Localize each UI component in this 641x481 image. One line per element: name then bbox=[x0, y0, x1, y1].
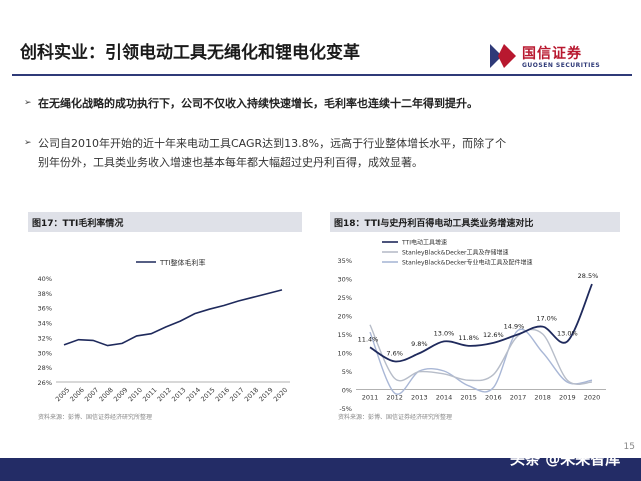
y-tick-label: 28% bbox=[38, 364, 52, 372]
y-tick-label: 38% bbox=[38, 290, 52, 298]
bullet-1-text: 在无绳化战略的成功执行下，公司不仅收入持续快速增长，毛利率也连续十二年得到提升。 bbox=[38, 97, 478, 110]
figure-17-panel: 图17：TTI毛利率情况 26% 28% 30% 32% 34% 36% 38% 40% 200… bbox=[28, 212, 302, 452]
data-label: 14.9% bbox=[504, 322, 525, 330]
legend-label: StanleyBlack&Decker工具及存储增速 bbox=[402, 249, 509, 257]
data-label: 12.6% bbox=[483, 331, 504, 339]
y-tick-label: 34% bbox=[38, 320, 52, 328]
x-tick-label: 2008 bbox=[98, 386, 115, 403]
title-divider bbox=[12, 74, 632, 76]
y-tick-label: 32% bbox=[38, 334, 52, 342]
footer-bar bbox=[0, 458, 641, 481]
y-tick-label: 30% bbox=[338, 276, 352, 284]
data-label: 13.0% bbox=[557, 329, 578, 337]
x-tick-label: 2011 bbox=[141, 386, 158, 403]
y-tick-label: 36% bbox=[38, 305, 52, 313]
x-tick-label: 2019 bbox=[257, 386, 274, 403]
x-tick-label: 2017 bbox=[510, 394, 527, 402]
legend-label: StanleyBlack&Decker专业电动工具及配件增速 bbox=[402, 259, 533, 267]
figure-18-source: 资料来源：彭博、国信证券经济研究所整理 bbox=[338, 414, 453, 421]
x-tick-label: 2012 bbox=[386, 394, 403, 402]
y-tick-label: 0% bbox=[342, 387, 352, 395]
x-tick-label: 2020 bbox=[584, 394, 601, 402]
company-logo: 国信证券 GUOSEN SECURITIES bbox=[488, 40, 628, 72]
x-tick-label: 2005 bbox=[54, 386, 71, 403]
x-tick-label: 2009 bbox=[112, 386, 129, 403]
figure-18-header: 图18：TTI与史丹利百得电动工具类业务增速对比 bbox=[330, 212, 620, 232]
x-tick-label: 2011 bbox=[362, 394, 379, 402]
bullet-2-line-1: 公司自2010年开始的近十年来电动工具CAGR达到13.8%，远高于行业整体增长… bbox=[38, 137, 507, 150]
data-label: 11.4% bbox=[358, 335, 379, 343]
figure-17-title: 图17：TTI毛利率情况 bbox=[32, 219, 124, 229]
y-tick-label: 30% bbox=[38, 349, 52, 357]
x-tick-label: 2013 bbox=[411, 394, 428, 402]
data-label: 9.8% bbox=[411, 340, 428, 348]
legend-label: TTI电动工具增速 bbox=[401, 239, 447, 247]
data-label: 11.8% bbox=[458, 334, 479, 342]
x-tick-label: 2012 bbox=[156, 386, 173, 403]
figure-17-source: 资料来源：彭博、国信证券经济研究所整理 bbox=[38, 414, 153, 421]
x-tick-label: 2006 bbox=[68, 386, 85, 403]
series-line-2 bbox=[369, 328, 593, 395]
x-tick-label: 2013 bbox=[170, 386, 187, 403]
x-tick-label: 2020 bbox=[272, 386, 289, 403]
y-tick-label: 40% bbox=[38, 275, 52, 283]
x-tick-label: 2018 bbox=[534, 394, 551, 402]
x-tick-label: 2015 bbox=[199, 386, 216, 403]
data-label: 17.0% bbox=[536, 315, 557, 323]
logo-text-en: GUOSEN SECURITIES bbox=[522, 62, 601, 69]
data-label: 7.6% bbox=[386, 349, 403, 357]
x-tick-label: 2007 bbox=[83, 386, 100, 403]
figure-17-header: 图17：TTI毛利率情况 bbox=[28, 212, 302, 232]
figure-18-title: 图18：TTI与史丹利百得电动工具类业务增速对比 bbox=[334, 219, 534, 229]
x-tick-label: 2014 bbox=[436, 394, 453, 402]
bullet-point-2: ➢ 公司自2010年开始的近十年来电动工具CAGR达到13.8%，远高于行业整体… bbox=[24, 134, 528, 172]
x-tick-label: 2010 bbox=[127, 386, 144, 403]
data-label: 13.0% bbox=[434, 329, 455, 337]
bullet-arrow-icon: ➢ bbox=[24, 138, 32, 148]
x-tick-label: 2017 bbox=[228, 386, 245, 403]
page-number: 15 bbox=[623, 442, 635, 452]
y-tick-label: -5% bbox=[339, 405, 352, 413]
logo-mark-icon bbox=[490, 44, 516, 68]
legend-label: TTI整体毛利率 bbox=[159, 258, 206, 267]
y-tick-label: 20% bbox=[338, 313, 352, 321]
slide-title: 创科实业：引领电动工具无绳化和锂电化变革 bbox=[20, 43, 360, 63]
y-tick-label: 10% bbox=[338, 350, 352, 358]
series-line-1 bbox=[369, 324, 593, 385]
x-tick-label: 2018 bbox=[243, 386, 260, 403]
series-line-tti-margin bbox=[63, 289, 283, 347]
y-tick-label: 15% bbox=[338, 331, 352, 339]
x-tick-label: 2016 bbox=[214, 386, 231, 403]
y-tick-label: 26% bbox=[38, 379, 52, 387]
x-tick-label: 2015 bbox=[460, 394, 477, 402]
bullet-2-line-2: 别年份外，工具类业务收入增速也基本每年都大幅超过史丹利百得，成效显著。 bbox=[38, 156, 423, 169]
gross-margin-chart: 26% 28% 30% 32% 34% 36% 38% 40% 2005200620072008… bbox=[38, 258, 290, 403]
x-tick-label: 2019 bbox=[559, 394, 576, 402]
x-tick-label: 2014 bbox=[185, 386, 202, 403]
y-tick-label: 5% bbox=[342, 368, 352, 376]
y-tick-label: 35% bbox=[338, 257, 352, 265]
figure-18-panel: 图18：TTI与史丹利百得电动工具类业务增速对比 -5% 0% 5% 10% 15% 20… bbox=[330, 212, 620, 452]
data-label: 28.5% bbox=[578, 272, 599, 280]
logo-text-cn: 国信证券 bbox=[522, 46, 582, 62]
bullet-arrow-icon: ➢ bbox=[24, 98, 32, 108]
bullet-point-1: ➢ 在无绳化战略的成功执行下，公司不仅收入持续快速增长，毛利率也连续十二年得到提… bbox=[24, 94, 478, 113]
series-line-0 bbox=[369, 283, 593, 363]
y-tick-label: 25% bbox=[338, 294, 352, 302]
growth-comparison-chart: -5% 0% 5% 10% 15% 20% 25% 30% 35% 2011 2012 2013 201… bbox=[338, 239, 606, 413]
x-tick-label: 2016 bbox=[485, 394, 502, 402]
watermark-text: 头条 @未来智库 bbox=[510, 450, 621, 468]
